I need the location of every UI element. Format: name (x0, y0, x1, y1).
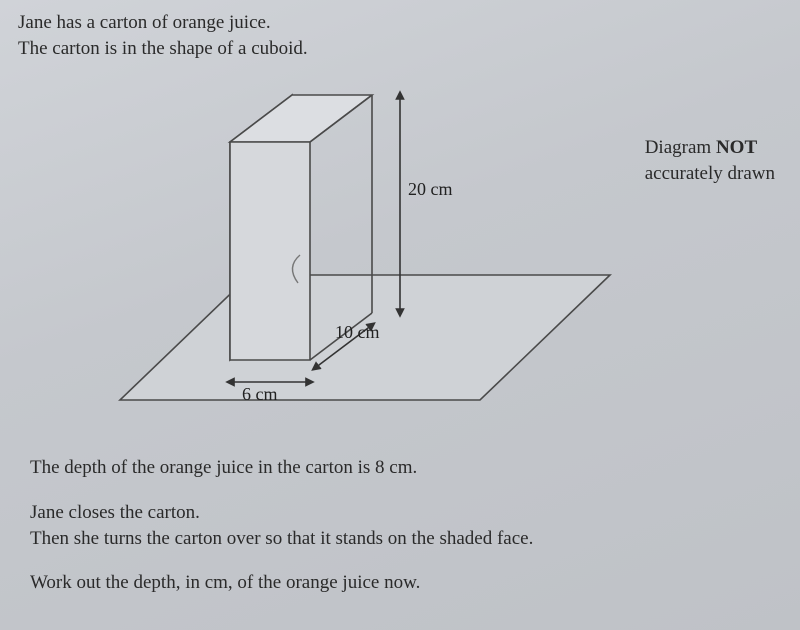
note-line1b: NOT (716, 137, 757, 158)
dim-depth-label: 10 cm (335, 322, 380, 342)
cuboid-diagram: 20 cm 10 cm 6 cm (100, 60, 620, 440)
body-p2: Jane closes the carton. Then she turns t… (30, 500, 533, 551)
cuboid-front-face (230, 142, 310, 360)
page: Jane has a carton of orange juice. The c… (0, 0, 800, 630)
dim-height-label: 20 cm (408, 179, 453, 199)
intro-line1: Jane has a carton of orange juice. (18, 10, 308, 36)
cuboid-top-face (230, 95, 372, 142)
diagram-note: Diagram NOT accurately drawn (645, 135, 775, 186)
dim-width-label: 6 cm (242, 384, 278, 404)
body-p1: The depth of the orange juice in the car… (30, 455, 417, 481)
note-line1a: Diagram (645, 137, 716, 158)
note-line2: accurately drawn (645, 163, 775, 184)
intro-text: Jane has a carton of orange juice. The c… (18, 10, 308, 61)
body-p3: Work out the depth, in cm, of the orange… (30, 570, 420, 596)
body-p2a: Jane closes the carton. (30, 500, 533, 526)
body-p2b: Then she turns the carton over so that i… (30, 526, 533, 552)
intro-line2: The carton is in the shape of a cuboid. (18, 36, 308, 62)
